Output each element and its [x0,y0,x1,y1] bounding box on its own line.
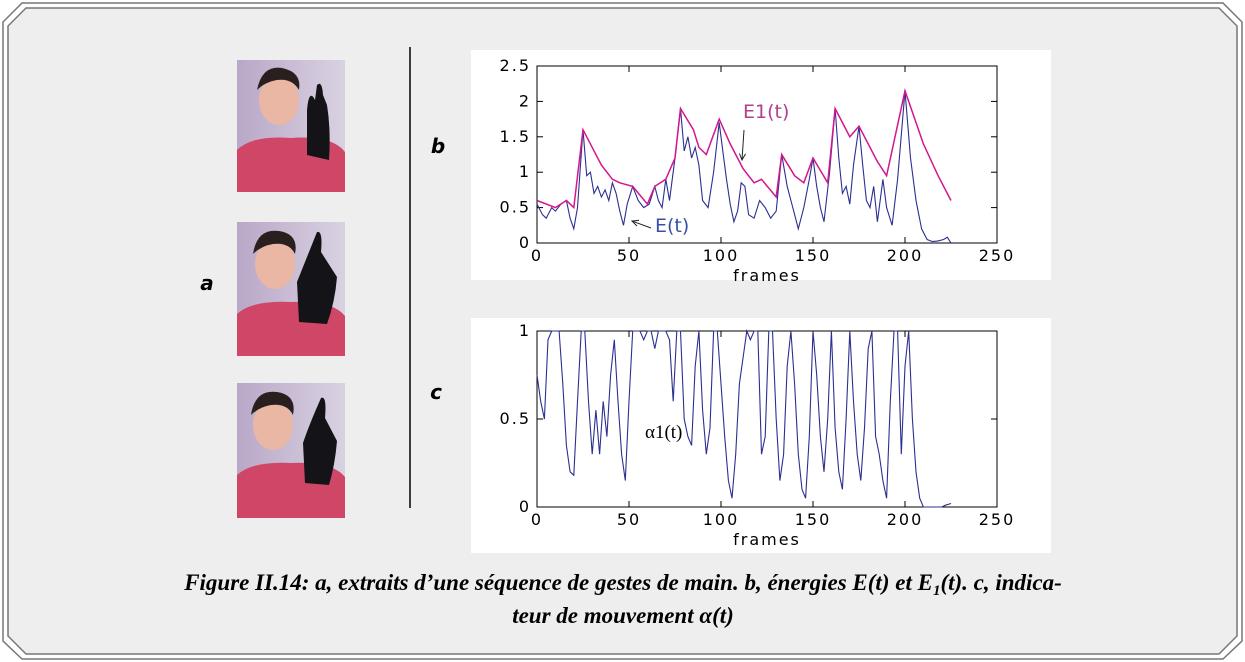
x-axis-label: frames [733,530,801,549]
annotation-arrowhead [630,219,640,227]
series-line [536,88,952,210]
x-tick-label: 150 [795,246,832,265]
caption-line: teur de mouvement α(t) [512,603,734,628]
annotation-arrow [631,220,652,229]
annotation: α1(t) [645,422,682,443]
x-tick-label: 50 [617,510,641,529]
x-tick-label: 200 [887,246,924,265]
x-tick-label: 100 [703,510,740,529]
series-line [536,328,952,508]
panel-label: a [200,271,214,295]
chart-b-bg [471,50,1051,280]
x-tick-label: 50 [617,246,641,265]
x-tick-label: 250 [979,246,1016,265]
annotation: E1(t) [743,101,789,123]
annotation-arrow [741,129,745,161]
plot-frame [536,65,998,244]
x-tick-label: 100 [703,246,740,265]
x-tick-label: 250 [979,510,1016,529]
x-tick-label: 0 [531,510,543,529]
y-tick-label: 1.5 [500,127,531,146]
panel-label: c [430,380,442,404]
y-tick-label: 0 [519,233,531,252]
annotation: E(t) [655,215,689,237]
y-tick-label: 2 [519,91,531,110]
caption-line: Figure II.14: a, extraits d’une séquence… [183,570,1062,599]
photo [237,60,345,192]
photos [237,60,345,518]
photo [237,383,345,518]
photo [237,222,345,356]
caption-text: Figure II.14: a, extraits d’une séquence… [183,570,933,595]
y-tick-label: 1 [519,162,531,181]
caption-text: (t). c, indica- [940,570,1061,595]
x-tick-label: 200 [887,510,924,529]
y-tick-label: 2.5 [500,56,531,75]
series-line [536,90,952,244]
y-tick-label: 1 [519,321,531,340]
annotation-arrowhead [738,153,746,162]
x-tick-label: 150 [795,510,832,529]
caption-sub: 1 [933,583,941,599]
y-tick-label: 0.5 [500,198,531,217]
y-tick-label: 0 [519,497,531,516]
y-tick-label: 0.5 [500,409,531,428]
x-tick-label: 0 [531,246,543,265]
panel-label: b [431,134,445,158]
x-axis-label: frames [733,266,801,285]
